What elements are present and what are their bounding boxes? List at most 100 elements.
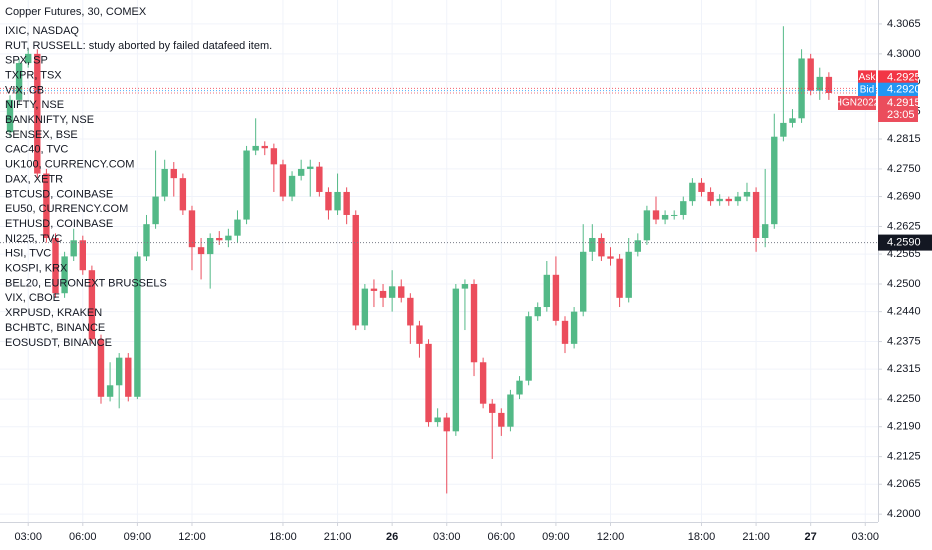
candle-body xyxy=(498,412,505,427)
candle-body xyxy=(634,240,642,252)
countdown: 23:05 xyxy=(887,109,915,121)
y-tick-label: 4.2125 xyxy=(887,451,921,463)
legend-entry: BCHBTC, BINANCE xyxy=(5,322,105,334)
chart-title: Copper Futures, 30, COMEX xyxy=(5,6,147,18)
overlay xyxy=(0,87,878,244)
legend-entry: KOSPI, KRX xyxy=(5,263,68,275)
ask-name: Ask xyxy=(859,72,877,83)
candle-body xyxy=(716,198,723,202)
y-tick-label: 4.2690 xyxy=(887,190,921,202)
candle-body xyxy=(416,325,423,344)
candle-body xyxy=(543,274,551,308)
candle-body xyxy=(243,150,250,220)
candle-body xyxy=(134,256,141,397)
candle-body xyxy=(552,274,560,321)
legend-entry: IXIC, NASDAQ xyxy=(5,25,79,37)
candle-body xyxy=(334,191,341,211)
candle-body xyxy=(507,394,514,427)
candle-body xyxy=(752,191,760,238)
y-tick-label: 4.2190 xyxy=(887,421,921,433)
x-tick-label: 21:00 xyxy=(742,531,770,543)
y-tick-label: 4.3000 xyxy=(887,48,921,60)
candle-body xyxy=(352,214,359,326)
legend: Copper Futures, 30, COMEX IXIC, NASDAQ RU… xyxy=(5,6,272,349)
legend-entry: VIX, CB xyxy=(5,84,44,96)
candle-body xyxy=(589,237,596,252)
candles xyxy=(6,26,833,494)
candle-body xyxy=(580,251,587,312)
candle-body xyxy=(489,403,496,413)
candle-body xyxy=(361,288,369,326)
candle-body xyxy=(261,145,268,149)
candle-body xyxy=(452,288,460,432)
candle-body xyxy=(516,380,523,395)
candle-body xyxy=(70,240,77,257)
x-tick-label: 18:00 xyxy=(269,531,297,543)
y-tick-label: 4.2000 xyxy=(887,508,921,520)
x-tick-label: 03:00 xyxy=(14,531,42,543)
candle-body xyxy=(789,118,796,123)
last-name-box xyxy=(838,95,876,110)
x-tick-label: 06:00 xyxy=(69,531,97,543)
candle-body xyxy=(761,224,769,238)
candle-body xyxy=(570,311,578,344)
candle-body xyxy=(816,76,823,91)
candle-body xyxy=(225,235,232,241)
legend-entry: UK100, CURRENCY.COM xyxy=(5,159,134,171)
legend-entry: XRPUSD, KRAKEN xyxy=(5,307,102,319)
x-tick-label: 09:00 xyxy=(124,531,152,543)
legend-entry: EOSUSDT, BINANCE xyxy=(5,337,112,349)
candle-body xyxy=(443,417,450,432)
candle-body xyxy=(143,224,150,257)
ask-price-box xyxy=(878,70,918,85)
x-tick-label: 12:00 xyxy=(597,531,625,543)
legend-entry: NIFTY, NSE xyxy=(5,99,64,111)
legend-entry: BTCUSD, COINBASE xyxy=(5,188,113,200)
legend-entry: SPX, SP xyxy=(5,55,48,67)
candle-body xyxy=(643,210,651,241)
candle-body xyxy=(689,182,696,202)
candle-body xyxy=(125,357,132,397)
legend-entry: DAX, XETR xyxy=(5,173,63,185)
x-tick-label: 12:00 xyxy=(178,531,206,543)
legend-entry: VIX, CBOE xyxy=(5,292,60,304)
legend-entry: EU50, CURRENCY.COM xyxy=(5,203,128,215)
ask-price: 4.2925 xyxy=(887,71,921,83)
x-tick-label: 26 xyxy=(386,531,398,543)
y-tick-label: 4.2375 xyxy=(887,335,921,347)
candle-body xyxy=(34,53,41,174)
candle-body xyxy=(161,168,168,197)
legend-entry: ETHUSD, COINBASE xyxy=(5,218,113,230)
crosshair-box xyxy=(878,234,932,251)
bid-price-box xyxy=(878,82,918,97)
bid-price: 4.2920 xyxy=(887,84,921,96)
y-tick-label: 4.2315 xyxy=(887,363,921,375)
x-tick-label: 06:00 xyxy=(488,531,516,543)
candle-body xyxy=(479,362,487,404)
candle-body xyxy=(743,191,751,197)
candle-body xyxy=(607,256,614,259)
candle-body xyxy=(206,237,214,255)
candle-body xyxy=(325,191,332,211)
x-tick-label: 18:00 xyxy=(688,531,716,543)
candle-body xyxy=(661,214,669,220)
candle-body xyxy=(398,286,405,298)
y-tick-label: 4.2815 xyxy=(887,133,921,145)
candle-body xyxy=(6,99,14,133)
bid-name-box xyxy=(858,82,876,97)
x-tick-label: 03:00 xyxy=(851,531,879,543)
legend-entry: RUT, RUSSELL: study aborted by failed da… xyxy=(5,40,272,52)
candle-body xyxy=(407,297,414,326)
legend-entry: BANKNIFTY, NSE xyxy=(5,114,94,126)
candle-body xyxy=(561,320,569,344)
last-name: HGN2022 xyxy=(835,98,880,109)
candle-body xyxy=(707,191,714,202)
candle-body xyxy=(470,284,478,363)
candle-body xyxy=(698,182,705,192)
candle-body xyxy=(616,258,623,298)
candle-body xyxy=(216,237,223,241)
candle-body xyxy=(598,237,605,257)
last-price: 4.2915 xyxy=(887,97,921,109)
